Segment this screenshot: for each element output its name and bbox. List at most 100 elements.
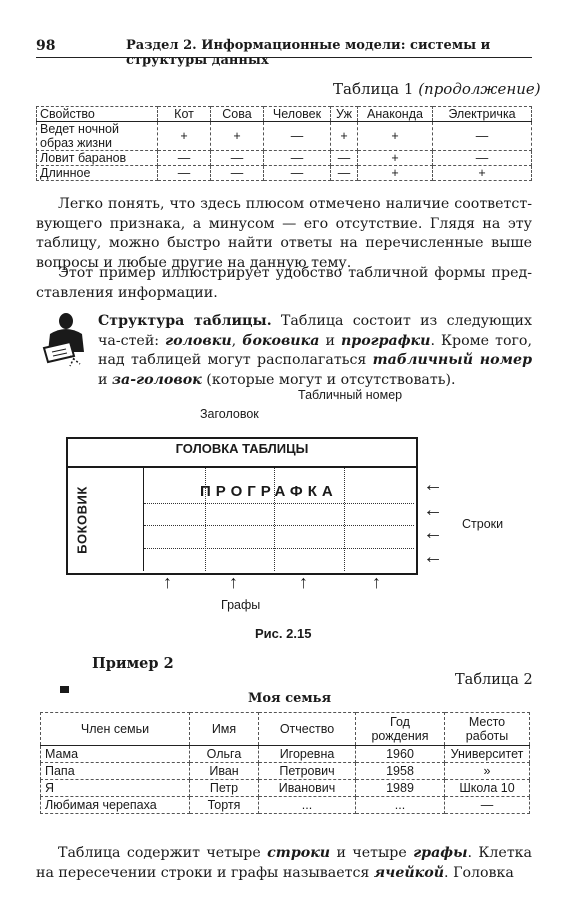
arrow-up-icon: ↑ xyxy=(372,572,381,593)
table1-cell: — xyxy=(331,166,358,181)
table1-cell: + xyxy=(358,166,433,181)
side-separator xyxy=(143,468,144,571)
table2-cell: Петрович xyxy=(259,763,356,780)
term-cell: ячейкой xyxy=(374,865,444,881)
text-span: и xyxy=(98,372,112,388)
table1-col-header: Кот xyxy=(158,107,211,122)
table-row: Мама Ольга Игоревна 1960 Университет xyxy=(41,746,530,763)
table2-cell: — xyxy=(445,797,530,814)
table2-cell: Ольга xyxy=(190,746,259,763)
term-prografka: прографки xyxy=(341,333,431,349)
diagram-head: ГОЛОВКА ТАБЛИЦЫ xyxy=(68,441,416,456)
table2-header-row: Член семьи Имя Отчество Год рождения Мес… xyxy=(41,713,530,746)
table2-cell: Иванович xyxy=(259,780,356,797)
table1-caption-italic: (продолжение) xyxy=(418,80,540,98)
arrow-left-icon: ← xyxy=(423,546,443,569)
term-bokovik: боковика xyxy=(242,333,319,349)
table1-cell: + xyxy=(158,122,211,151)
table2: Член семьи Имя Отчество Год рождения Мес… xyxy=(40,712,530,814)
table-row: Длинное — — — — + + xyxy=(37,166,532,181)
table-row: Ловит баранов — — — — + — xyxy=(37,151,532,166)
table1-col-header: Сова xyxy=(211,107,264,122)
table2-col-header: Член семьи xyxy=(41,713,190,746)
table-row: Папа Иван Петрович 1958 » xyxy=(41,763,530,780)
table1-col-header: Уж xyxy=(331,107,358,122)
table1: Свойство Кот Сова Человек Уж Анаконда Эл… xyxy=(36,106,532,181)
text-span: , xyxy=(232,333,243,349)
table2-col-header: Отчество xyxy=(259,713,356,746)
table1-cell: — xyxy=(158,166,211,181)
table1-col-header: Электричка xyxy=(433,107,532,122)
table1-col-header: Свойство xyxy=(37,107,158,122)
table1-cell: — xyxy=(433,151,532,166)
table2-cell: » xyxy=(445,763,530,780)
label-table-number: Табличный номер xyxy=(298,388,402,402)
arrow-left-icon: ← xyxy=(423,522,443,545)
table1-cell: — xyxy=(211,166,264,181)
table1-cell: — xyxy=(211,151,264,166)
paragraph: Этот пример иллюстрирует удобство таблич… xyxy=(36,264,532,303)
text-span: . Головка xyxy=(444,865,514,881)
table1-cell: + xyxy=(211,122,264,151)
table1-cell: — xyxy=(264,166,331,181)
table1-cell: — xyxy=(433,122,532,151)
table1-cell: — xyxy=(158,151,211,166)
term-golovka: головки xyxy=(165,333,232,349)
header-rule xyxy=(36,57,532,58)
table2-cell: Иван xyxy=(190,763,259,780)
text-span: и четыре xyxy=(330,845,413,861)
grid-line xyxy=(144,525,414,526)
table-structure-diagram xyxy=(66,437,418,575)
table-row: Я Петр Иванович 1989 Школа 10 xyxy=(41,780,530,797)
table2-col-header: Год рождения xyxy=(356,713,445,746)
table1-caption-main: Таблица 1 xyxy=(333,80,418,98)
table2-cell: ... xyxy=(259,797,356,814)
table2-cell: 1958 xyxy=(356,763,445,780)
text-span: (которые могут и отсутствовать). xyxy=(202,372,456,388)
table2-cell: Любимая черепаха xyxy=(41,797,190,814)
table2-cell: Папа xyxy=(41,763,190,780)
label-rows: Строки xyxy=(462,517,503,531)
arrow-up-icon: ↑ xyxy=(229,572,238,593)
table1-col-header: Анаконда xyxy=(358,107,433,122)
page-number: 98 xyxy=(36,38,55,54)
text-span: и xyxy=(319,333,341,349)
arrow-up-icon: ↑ xyxy=(163,572,172,593)
table2-cell: Тортя xyxy=(190,797,259,814)
table1-header-row: Свойство Кот Сова Человек Уж Анаконда Эл… xyxy=(37,107,532,122)
grid-line xyxy=(344,468,345,571)
table2-cell: Университет xyxy=(445,746,530,763)
term-table-number: табличный номер xyxy=(373,352,532,368)
label-columns: Графы xyxy=(221,598,260,612)
table2-number: Таблица 2 xyxy=(455,672,533,688)
table1-cell: Длинное xyxy=(37,166,158,181)
diagram-prografka: ПРОГРАФКА xyxy=(200,483,338,500)
grid-line xyxy=(144,548,414,549)
arrow-up-icon: ↑ xyxy=(299,572,308,593)
table1-col-header: Человек xyxy=(264,107,331,122)
table1-cell: + xyxy=(358,151,433,166)
arrow-left-icon: ← xyxy=(423,474,443,497)
head-separator xyxy=(66,466,416,468)
table2-cell: 1989 xyxy=(356,780,445,797)
table1-cell: Ловит баранов xyxy=(37,151,158,166)
figure-caption: Рис. 2.15 xyxy=(255,626,311,641)
table1-cell: — xyxy=(264,151,331,166)
table2-cell: Школа 10 xyxy=(445,780,530,797)
table1-cell: + xyxy=(433,166,532,181)
table1-cell: — xyxy=(331,151,358,166)
reader-icon xyxy=(40,312,90,370)
table2-cell: Я xyxy=(41,780,190,797)
paragraph: Легко понять, что здесь плюсом отмечено … xyxy=(36,195,532,273)
bookmark-icon xyxy=(60,686,69,693)
table1-cell: — xyxy=(264,122,331,151)
example-title: Пример 2 xyxy=(92,655,174,672)
text-span: Таблица содержит четыре xyxy=(58,845,267,861)
table2-col-header: Имя xyxy=(190,713,259,746)
arrow-left-icon: ← xyxy=(423,499,443,522)
table-row: Ведет ночной образ жизни + + — + + — xyxy=(37,122,532,151)
table2-cell: Петр xyxy=(190,780,259,797)
table2-cell: Мама xyxy=(41,746,190,763)
table2-col-header: Место работы xyxy=(445,713,530,746)
table1-cell: + xyxy=(331,122,358,151)
